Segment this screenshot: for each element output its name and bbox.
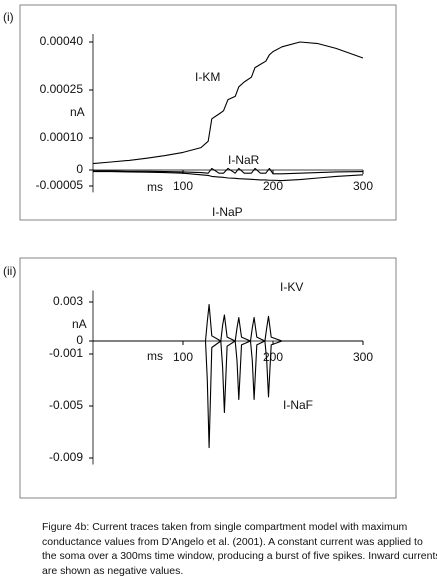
y-tick-label: -0.009	[49, 450, 83, 464]
panel-label: (i)	[3, 10, 14, 24]
series-line	[93, 167, 364, 175]
caption-line: are shown as negative values.	[42, 565, 183, 577]
series-label: I-NaR	[228, 153, 260, 167]
y-tick-label: -0.00005	[36, 178, 84, 192]
series-label: I-NaP	[212, 205, 243, 219]
panel-frame	[19, 257, 397, 499]
x-axis-label: ms	[147, 180, 163, 194]
caption-line: the soma over a 300ms time window, produ…	[42, 550, 437, 562]
series-line	[93, 171, 364, 182]
x-tick-label: 300	[353, 179, 373, 193]
x-axis-label: ms	[147, 349, 163, 363]
y-axis-label: nA	[72, 317, 87, 331]
series-label: I-KV	[280, 280, 303, 294]
x-tick-label: 200	[263, 179, 283, 193]
x-tick-label: 200	[263, 350, 283, 364]
y-tick-label: 0.00040	[40, 34, 84, 48]
x-tick-label: 100	[173, 350, 193, 364]
panel-label: (ii)	[3, 264, 16, 278]
y-tick-label: 0	[76, 162, 83, 176]
series-label: I-KM	[195, 70, 220, 84]
x-tick-label: 300	[353, 350, 373, 364]
series-line	[93, 304, 363, 342]
y-tick-label: 0.00010	[40, 130, 84, 144]
y-tick-label: 0.00025	[40, 82, 84, 96]
y-tick-label: -0.001	[49, 346, 83, 360]
series-label: I-NaF	[283, 398, 313, 412]
series-line	[93, 340, 363, 449]
panel-frame	[19, 4, 397, 221]
y-tick-label: -0.005	[49, 398, 83, 412]
caption-line: conductance values from D'Angelo et al. …	[42, 536, 423, 548]
x-tick-label: 100	[173, 179, 193, 193]
y-axis-label: nA	[70, 105, 85, 119]
caption-line: Figure 4b: Current traces taken from sin…	[42, 521, 408, 533]
series-line	[92, 41, 364, 165]
y-tick-label: 0	[76, 333, 83, 347]
y-tick-label: 0.003	[53, 294, 83, 308]
